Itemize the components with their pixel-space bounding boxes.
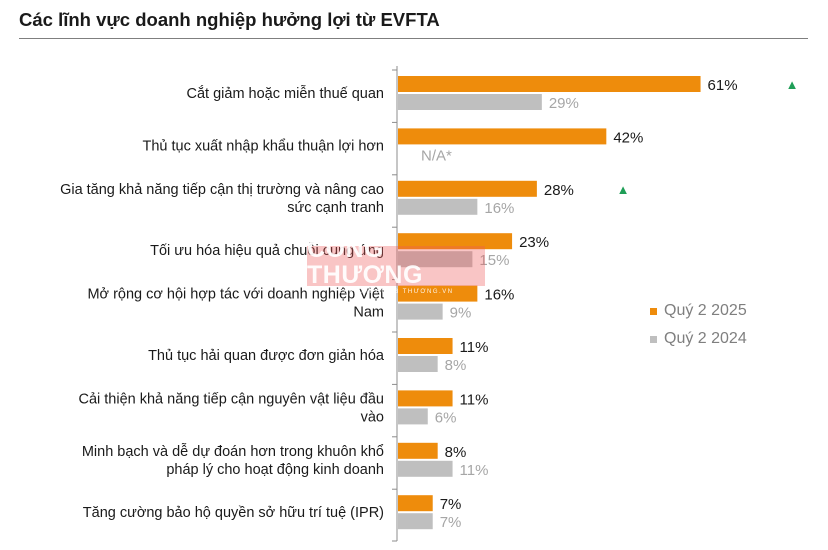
bar-q2-2024 [398, 356, 438, 372]
category-label: Mở rộng cơ hội hợp tác với doanh nghiệp … [87, 287, 384, 303]
bar-q2-2025 [398, 442, 438, 459]
data-label: 7% [440, 514, 462, 531]
bar-q2-2025 [398, 233, 513, 250]
data-label: 11% [460, 391, 489, 408]
data-label: 8% [445, 357, 467, 374]
bar-q2-2024 [398, 251, 473, 268]
data-label: 11% [460, 339, 489, 356]
data-label: 29% [549, 95, 579, 112]
category-label: vào [361, 409, 384, 425]
category-label: Thủ tục hải quan được đơn giản hóa [148, 348, 385, 364]
legend-item-2024: Quý 2 2024 [650, 328, 747, 350]
data-label: 15% [479, 252, 509, 269]
legend-label-2025: Quý 2 2025 [664, 302, 747, 319]
chart-title: Các lĩnh vực doanh nghiệp hưởng lợi từ E… [19, 9, 440, 30]
bar-q2-2025 [398, 338, 453, 354]
data-label: 28% [544, 182, 574, 199]
legend-item-2025: Quý 2 2025 [650, 300, 747, 322]
bar-q2-2025 [398, 76, 701, 92]
title-divider [19, 38, 808, 39]
bar-q2-2025 [398, 495, 433, 512]
data-label: N/A* [421, 147, 452, 164]
bar-q2-2024 [398, 408, 428, 425]
category-label: Cải thiện khả năng tiếp cận nguyên vật l… [78, 391, 384, 407]
data-label: 61% [708, 77, 738, 94]
bar-q2-2024 [398, 460, 453, 477]
data-label: 23% [519, 234, 549, 251]
bar-q2-2024 [398, 198, 478, 215]
category-label: Minh bạch và dễ dự đoán hơn trong khuôn … [82, 443, 384, 460]
legend-swatch-2024 [650, 335, 657, 343]
bar-q2-2025 [398, 390, 453, 407]
data-label: 42% [613, 129, 643, 146]
data-label: 7% [440, 496, 462, 513]
category-label: Cắt giảm hoặc miễn thuế quan [187, 85, 385, 102]
data-label: 16% [484, 200, 514, 217]
bar-q2-2025 [398, 128, 607, 145]
data-label: 11% [460, 462, 489, 479]
data-label: 8% [445, 444, 467, 461]
bar-q2-2025 [398, 180, 537, 197]
data-label: 6% [435, 409, 457, 426]
bar-q2-2024 [398, 303, 443, 320]
category-label: Thủ tục xuất nhập khẩu thuận lợi hơn [142, 138, 384, 154]
category-label: sức cạnh tranh [287, 200, 384, 216]
bar-q2-2024 [398, 513, 433, 530]
bar-q2-2024 [398, 94, 542, 110]
legend: Quý 2 2025 Quý 2 2024 [650, 300, 747, 356]
up-triangle-icon: ▲ [617, 182, 630, 197]
category-label: pháp lý cho hoạt động kinh doanh [166, 462, 384, 478]
up-triangle-icon: ▲ [786, 77, 799, 92]
data-label: 9% [450, 305, 472, 322]
category-label: Tăng cường bảo hộ quyền sở hữu trí tuệ (… [83, 505, 384, 521]
bar-q2-2025 [398, 285, 478, 302]
category-label: Nam [353, 305, 384, 321]
category-label: Gia tăng khả năng tiếp cận thị trường và… [60, 182, 384, 198]
legend-label-2024: Quý 2 2024 [664, 330, 747, 347]
category-label: Tối ưu hóa hiệu quả chuỗi cung ứng [150, 242, 384, 259]
legend-swatch-2025 [650, 307, 657, 315]
data-label: 16% [484, 287, 514, 304]
